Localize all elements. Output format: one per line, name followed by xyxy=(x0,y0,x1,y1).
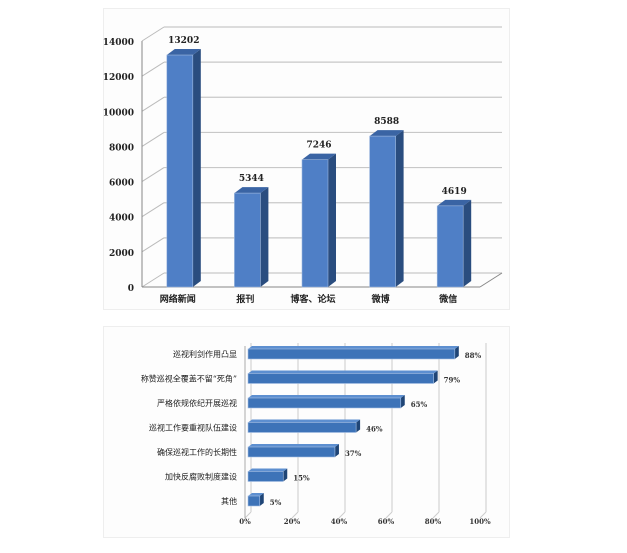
bar-top xyxy=(369,130,404,137)
data-label: 37% xyxy=(345,449,362,458)
bar-side xyxy=(334,444,339,457)
y-tick-label: 14000 xyxy=(103,38,134,48)
bar-side xyxy=(192,49,201,287)
y-tick-label: 6000 xyxy=(109,179,134,189)
bar xyxy=(369,135,396,288)
bar-top xyxy=(248,395,405,398)
grid-diagonal xyxy=(141,202,165,218)
x-tick-label: 0% xyxy=(239,517,251,526)
data-label: 79% xyxy=(444,376,461,385)
y-tick-label: 12000 xyxy=(103,73,134,83)
grid-diagonal xyxy=(141,26,165,42)
y-tick-label: 2000 xyxy=(109,249,134,259)
bar-side xyxy=(454,346,459,359)
grid-diagonal xyxy=(244,511,252,519)
bar-top xyxy=(248,468,288,472)
data-label: 15% xyxy=(293,474,310,483)
x-tick-label: 40% xyxy=(331,517,348,526)
grid-diagonal xyxy=(291,511,299,519)
x-tick-label: 报刊 xyxy=(236,293,254,305)
x-tick-label: 微博 xyxy=(371,293,390,305)
x-tick-label: 60% xyxy=(378,517,395,526)
bar xyxy=(247,446,336,458)
category-label: 巡视利剑作用凸显 xyxy=(173,349,237,359)
bar-side xyxy=(328,153,336,287)
x-tick-label: 网络新闻 xyxy=(160,293,196,305)
bar-side xyxy=(259,493,264,506)
category-label: 确保巡视工作的长期性 xyxy=(157,447,237,457)
floor-edge xyxy=(479,272,503,288)
bar-top xyxy=(437,199,472,206)
bar xyxy=(234,192,261,288)
grid-diagonal xyxy=(432,511,440,519)
bar xyxy=(247,348,456,360)
data-label: 46% xyxy=(366,425,383,434)
bar xyxy=(247,495,261,507)
bar xyxy=(301,159,329,288)
grid-diagonal xyxy=(385,511,393,519)
grid-diagonal xyxy=(141,61,165,77)
grid-diagonal xyxy=(141,96,165,112)
data-label: 5344 xyxy=(239,174,264,184)
grid-diagonal xyxy=(141,237,165,253)
bar-top xyxy=(248,346,459,349)
category-label: 加快反腐败制度建设 xyxy=(165,472,237,482)
bar-top xyxy=(302,153,336,160)
bar xyxy=(166,54,194,288)
y-tick-label: 8000 xyxy=(109,143,134,153)
data-label: 8588 xyxy=(374,117,399,127)
x-tick-label: 80% xyxy=(425,517,442,526)
category-label: 其他 xyxy=(221,496,237,506)
bar xyxy=(247,471,284,482)
grid-diagonal xyxy=(141,167,165,182)
category-label: 严格依规依纪开展巡视 xyxy=(157,398,237,408)
bar xyxy=(247,422,357,433)
bar-top xyxy=(248,444,339,447)
y-tick-label: 4000 xyxy=(109,214,134,224)
bar xyxy=(247,397,402,409)
bar-side xyxy=(260,187,269,287)
x-tick-label: 博客、论坛 xyxy=(290,293,335,305)
grid-diagonal xyxy=(479,511,487,519)
bar-top xyxy=(166,49,201,56)
bar-top xyxy=(234,187,269,194)
bar-side xyxy=(356,419,361,433)
bar-side xyxy=(463,199,472,287)
grid-diagonal xyxy=(141,132,165,147)
bar-side xyxy=(283,468,288,482)
data-label: 4619 xyxy=(442,187,467,197)
data-label: 88% xyxy=(465,351,482,360)
bar-side xyxy=(400,395,405,408)
x-tick-label: 20% xyxy=(284,517,301,526)
data-label: 7246 xyxy=(306,141,331,151)
category-label: 巡视工作要重视队伍建设 xyxy=(149,423,237,433)
data-label: 5% xyxy=(270,498,282,507)
data-label: 65% xyxy=(411,400,428,409)
bar-top xyxy=(248,370,438,374)
y-tick-label: 10000 xyxy=(103,108,134,118)
bar xyxy=(247,373,434,384)
category-label: 称赞巡视全覆盖不留“死角” xyxy=(141,374,237,384)
x-tick-label: 100% xyxy=(469,517,491,526)
bar-top xyxy=(248,493,264,496)
bar-side xyxy=(433,370,438,384)
grid-diagonal xyxy=(141,272,165,288)
grid-diagonal xyxy=(338,511,346,519)
y-tick-label: 0 xyxy=(128,284,134,294)
x-tick-label: 微信 xyxy=(438,293,457,305)
bar-top xyxy=(248,419,361,423)
bar-side xyxy=(395,130,404,287)
bar xyxy=(436,205,464,288)
data-label: 13202 xyxy=(168,36,199,46)
